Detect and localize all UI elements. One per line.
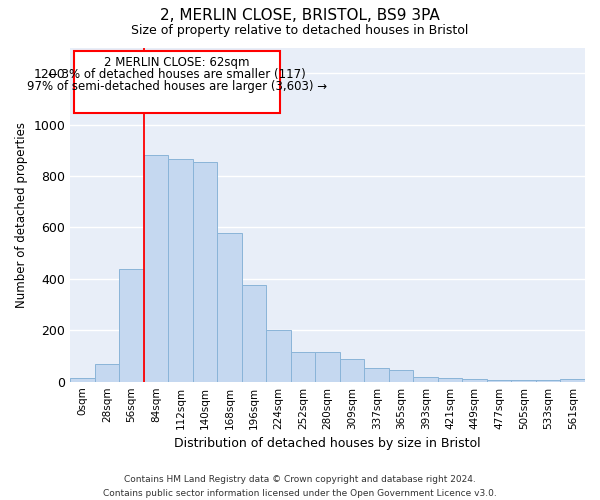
Bar [119, 268, 144, 382]
Bar [463, 379, 487, 382]
Bar [217, 232, 242, 382]
Bar [340, 359, 364, 382]
Bar [291, 352, 316, 382]
Text: Size of property relative to detached houses in Bristol: Size of property relative to detached ho… [131, 24, 469, 37]
Bar [364, 368, 389, 382]
Text: 97% of semi-detached houses are larger (3,603) →: 97% of semi-detached houses are larger (… [27, 80, 327, 92]
Text: 2 MERLIN CLOSE: 62sqm: 2 MERLIN CLOSE: 62sqm [104, 56, 250, 69]
Bar [193, 162, 217, 382]
Bar [242, 286, 266, 382]
Bar [560, 379, 585, 382]
Text: Contains HM Land Registry data © Crown copyright and database right 2024.
Contai: Contains HM Land Registry data © Crown c… [103, 476, 497, 498]
Bar [316, 352, 340, 382]
Bar [70, 378, 95, 382]
Bar [438, 378, 463, 382]
Bar [413, 376, 438, 382]
Text: 2, MERLIN CLOSE, BRISTOL, BS9 3PA: 2, MERLIN CLOSE, BRISTOL, BS9 3PA [160, 8, 440, 22]
Bar [95, 364, 119, 382]
Bar [487, 380, 511, 382]
Bar [511, 380, 536, 382]
Y-axis label: Number of detached properties: Number of detached properties [15, 122, 28, 308]
Bar [266, 330, 291, 382]
Bar [144, 156, 169, 382]
Text: ← 3% of detached houses are smaller (117): ← 3% of detached houses are smaller (117… [48, 68, 306, 81]
Bar [169, 160, 193, 382]
X-axis label: Distribution of detached houses by size in Bristol: Distribution of detached houses by size … [175, 437, 481, 450]
FancyBboxPatch shape [74, 52, 280, 113]
Bar [389, 370, 413, 382]
Bar [536, 380, 560, 382]
